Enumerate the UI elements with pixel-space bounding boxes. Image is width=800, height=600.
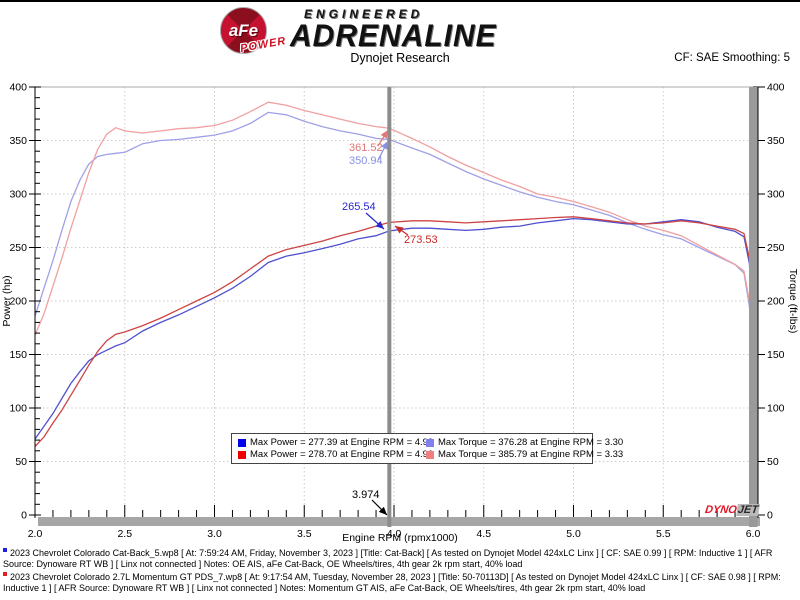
- left-tick-label: 400: [9, 82, 27, 94]
- dynojet-logo-part2: JET: [735, 504, 760, 516]
- run-marker-icon: [3, 548, 7, 552]
- legend-swatch-icon: [426, 438, 434, 447]
- brand-logo: aFe POWER ENGINEERED ADRENALINE: [190, 7, 610, 55]
- left-tick-label: 350: [9, 135, 27, 147]
- annotation-value: 273.53: [404, 234, 438, 246]
- legend-item: Max Torque = 385.79 at Engine RPM = 3.33: [426, 449, 623, 460]
- annotation-value: 350.94: [349, 155, 383, 167]
- right-cursor-bar[interactable]: [749, 87, 758, 527]
- x-tick-label: 3.0: [207, 528, 222, 540]
- annotation-arrowhead: [395, 226, 404, 234]
- curve-torque-catback: [34, 111, 754, 360]
- annotation-arrowhead: [380, 130, 388, 139]
- legend-label: Max Torque = 376.28 at Engine RPM = 3.30: [438, 437, 624, 448]
- annotation-arrowhead: [381, 141, 388, 150]
- left-tick-label: 50: [15, 456, 27, 468]
- right-tick-label: 100: [767, 403, 785, 415]
- right-tick-label: 150: [767, 349, 785, 361]
- legend-label: Max Power = 278.70 at Engine RPM = 4.99: [250, 449, 434, 460]
- annotation-value: 265.54: [342, 201, 376, 213]
- x-tick-label: 2.0: [28, 528, 43, 540]
- legend-swatch-icon: [238, 438, 246, 447]
- brand-wordmark: ENGINEERED ADRENALINE: [290, 7, 497, 54]
- annotation-value: 3.974: [352, 489, 380, 501]
- run-info: 2023 Chevrolet Colorado Cat-Back_5.wp8 […: [3, 548, 797, 596]
- right-tick-label: 0: [767, 510, 773, 522]
- dynojet-logo-part1: DYNO: [704, 504, 738, 516]
- brand-line-adrenaline: ADRENALINE: [290, 18, 497, 54]
- cf-smoothing-label: CF: SAE Smoothing: 5: [674, 52, 790, 64]
- left-tick-label: 250: [9, 242, 27, 254]
- curve-torque-momentum: [34, 101, 754, 355]
- legend-swatch-icon: [426, 450, 434, 459]
- left-tick-label: 0: [21, 510, 27, 522]
- left-tick-label: 150: [9, 349, 27, 361]
- x-tick-label: 5.0: [566, 528, 581, 540]
- chart-legend: Max Power = 277.39 at Engine RPM = 4.99 M…: [231, 433, 623, 464]
- legend-label: Max Power = 277.39 at Engine RPM = 4.99: [250, 437, 434, 448]
- x-tick-label: 2.5: [117, 528, 132, 540]
- left-tick-label: 100: [9, 403, 27, 415]
- annotation-value: 361.52: [349, 142, 383, 154]
- right-tick-label: 250: [767, 242, 785, 254]
- x-tick-label: 4.0: [387, 528, 402, 540]
- left-tick-label: 200: [9, 296, 27, 308]
- right-tick-label: 200: [767, 296, 785, 308]
- curve-power-momentum: [34, 216, 754, 447]
- annotation-arrowhead: [378, 506, 387, 515]
- run-marker-icon: [3, 572, 7, 576]
- run-info-line: 2023 Chevrolet Colorado Cat-Back_5.wp8 […: [3, 548, 797, 570]
- legend-swatch-icon: [238, 450, 246, 459]
- top-border: [0, 0, 800, 2]
- x-axis-bar: [38, 517, 760, 526]
- legend-item: Max Torque = 376.28 at Engine RPM = 3.30: [426, 437, 623, 448]
- x-tick-label: 6.0: [746, 528, 761, 540]
- report-title: Dynojet Research: [350, 51, 450, 65]
- afe-power-logo-icon: aFe: [220, 7, 267, 54]
- x-tick-label: 4.5: [476, 528, 491, 540]
- x-tick-label: 3.5: [297, 528, 312, 540]
- left-tick-label: 300: [9, 189, 27, 201]
- left-axis-title: Power (hp): [1, 275, 13, 326]
- right-tick-label: 350: [767, 135, 785, 147]
- cursor-bar[interactable]: [387, 87, 392, 527]
- x-tick-label: 5.5: [656, 528, 671, 540]
- dynojet-logo: DYNOJET: [704, 504, 760, 516]
- legend-item: Max Power = 278.70 at Engine RPM = 4.99: [238, 449, 433, 460]
- annotation-arrowhead: [375, 220, 384, 229]
- run-text: 2023 Chevrolet Colorado Cat-Back_5.wp8 […: [3, 548, 773, 569]
- brand-line-engineered: ENGINEERED: [304, 7, 424, 21]
- right-tick-label: 400: [767, 82, 785, 94]
- legend-item: Max Power = 277.39 at Engine RPM = 4.99: [238, 437, 433, 448]
- afe-logo-text: aFe: [228, 20, 259, 40]
- right-axis-title: Torque (ft-lbs): [787, 269, 799, 334]
- right-tick-label: 300: [767, 189, 785, 201]
- run-info-line: 2023 Chevrolet Colorado 2.7L Momentum GT…: [3, 572, 797, 594]
- legend-label: Max Torque = 385.79 at Engine RPM = 3.33: [438, 449, 624, 460]
- x-axis-title: Engine RPM (rpmx1000): [342, 532, 458, 544]
- run-text: 2023 Chevrolet Colorado 2.7L Momentum GT…: [3, 572, 781, 593]
- right-tick-label: 50: [767, 456, 779, 468]
